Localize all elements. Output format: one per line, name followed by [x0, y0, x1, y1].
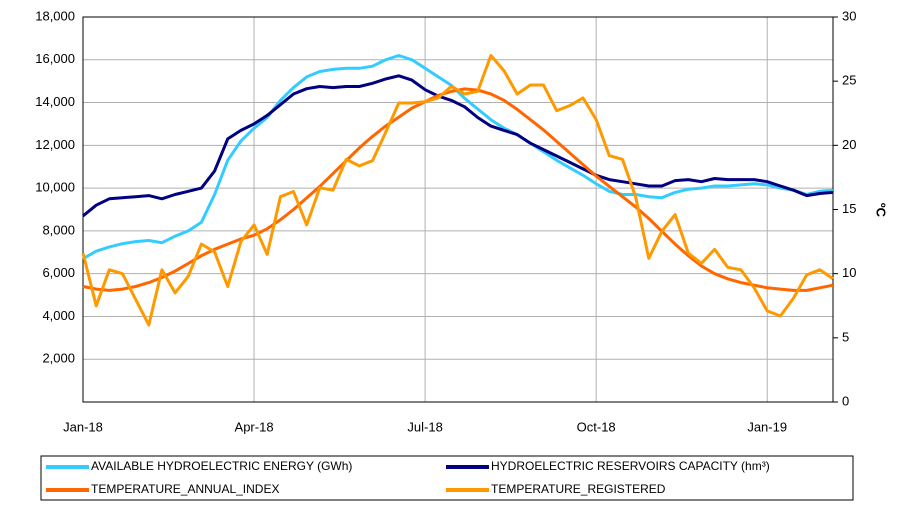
y-tick-label: 14,000: [35, 94, 75, 109]
y-tick-label: 8,000: [42, 222, 75, 237]
legend-label: HYDROELECTRIC RESERVOIRS CAPACITY (hm³): [491, 459, 770, 473]
x-tick-label: Jan-18: [63, 419, 103, 434]
x-tick-label: Jul-18: [407, 419, 442, 434]
series-line: [82, 54, 834, 261]
y2-tick-label: 5: [842, 329, 849, 344]
y2-tick-label: 0: [842, 393, 849, 408]
x-tick-label: Jan-19: [747, 419, 787, 434]
y2-axis-label: ºC: [874, 203, 889, 218]
y2-tick-label: 20: [842, 137, 856, 152]
y-tick-label: 4,000: [42, 308, 75, 323]
series-line: [81, 54, 834, 327]
y2-tick-label: 25: [842, 73, 856, 88]
y-tick-label: 12,000: [35, 137, 75, 152]
legend-box: [40, 455, 854, 501]
legend-label: TEMPERATURE_ANNUAL_INDEX: [91, 482, 279, 496]
legend-label: TEMPERATURE_REGISTERED: [491, 482, 666, 496]
plot-frame: [82, 16, 834, 403]
series-line: [82, 74, 834, 218]
y-tick-label: 10,000: [35, 180, 75, 195]
legend-label: AVAILABLE HYDROELECTRIC ENERGY (GWh): [91, 459, 352, 473]
y-tick-label: 18,000: [35, 8, 75, 23]
y-tick-label: 2,000: [42, 351, 75, 366]
y-tick-label: 6,000: [42, 265, 75, 280]
y2-tick-label: 30: [842, 8, 856, 23]
legend: AVAILABLE HYDROELECTRIC ENERGY (GWh) HYDR…: [46, 459, 770, 496]
y2-tick-label: 10: [842, 265, 856, 280]
y-tick-label: 16,000: [35, 51, 75, 66]
y2-tick-label: 15: [842, 201, 856, 216]
x-tick-label: Oct-18: [577, 419, 616, 434]
x-tick-label: Apr-18: [235, 419, 274, 434]
